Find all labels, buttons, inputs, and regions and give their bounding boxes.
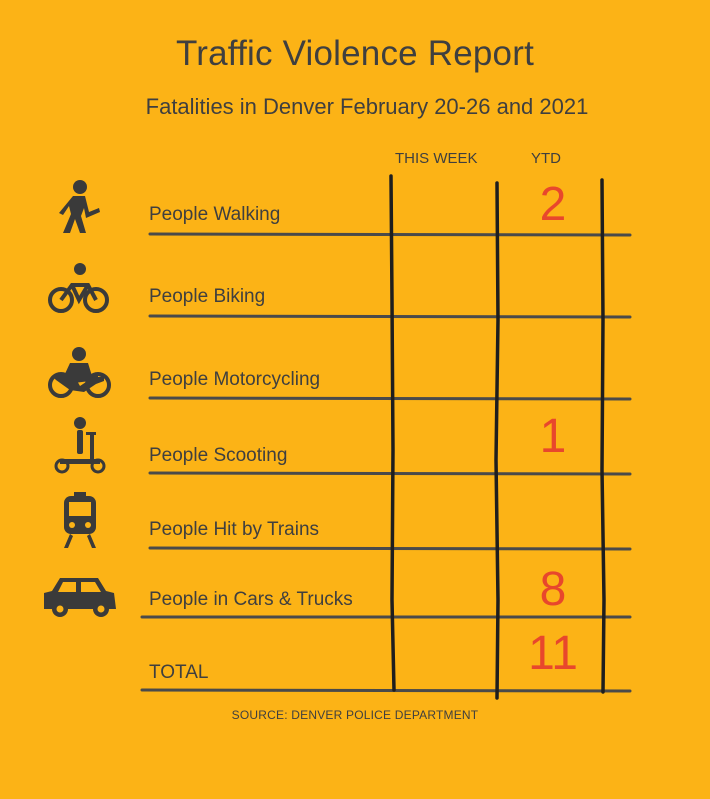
pedestrian-icon (59, 180, 100, 233)
column-rules (389, 174, 606, 700)
row-label-motorcycling: People Motorcycling (149, 369, 321, 390)
column-header-ytd: YTD (531, 150, 561, 167)
ytd-value-walking: 2 (539, 178, 567, 231)
row-label-trains: People Hit by Trains (149, 519, 320, 540)
motorcycle-icon (48, 347, 111, 398)
row-rule-biking (148, 314, 632, 319)
row-label-scooting: People Scooting (149, 445, 288, 466)
row-label-walking: People Walking (149, 204, 281, 225)
row-rule-total (140, 688, 632, 693)
scooter-icon (54, 417, 106, 474)
ytd-value-total: 11 (528, 627, 578, 680)
chart-title: Traffic Violence Report (175, 34, 535, 73)
row-rule-trains (148, 546, 632, 551)
column-header-this-week: THIS WEEK (395, 150, 478, 167)
row-rule-scooting (148, 471, 632, 476)
row-label-biking: People Biking (149, 286, 266, 307)
train-icon (64, 492, 96, 548)
car-icon (44, 578, 116, 617)
column-rule-left (389, 174, 396, 692)
bicycle-icon (48, 263, 109, 313)
chart-subtitle: Fatalities in Denver February 20-26 and … (145, 94, 589, 119)
ytd-value-scooting: 1 (539, 410, 567, 463)
ytd-value-cars: 8 (539, 563, 567, 616)
row-label-total: TOTAL (149, 662, 209, 683)
source-note: SOURCE: DENVER POLICE DEPARTMENT (231, 708, 479, 722)
column-rule-middle (494, 181, 500, 700)
row-rule-motorcycling (148, 396, 632, 401)
row-label-cars: People in Cars & Trucks (149, 589, 353, 610)
column-rule-right (600, 178, 606, 694)
